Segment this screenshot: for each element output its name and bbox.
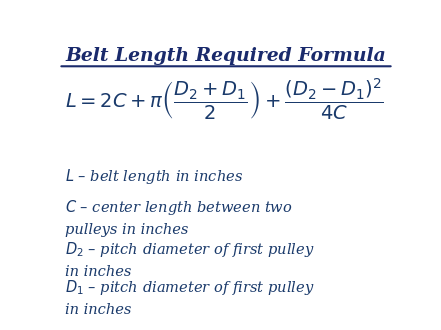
Text: $\mathit{L} = 2\mathit{C} + \pi\left(\dfrac{\mathit{D}_2 + \mathit{D}_1}{2}\righ: $\mathit{L} = 2\mathit{C} + \pi\left(\df… [65, 77, 384, 122]
Text: $\mathit{D}_1$ – pitch diameter of first pulley
in inches: $\mathit{D}_1$ – pitch diameter of first… [65, 279, 315, 317]
Text: $\mathit{L}$ – belt length in inches: $\mathit{L}$ – belt length in inches [65, 167, 243, 186]
Text: $\mathit{C}$ – center length between two
pulleys in inches: $\mathit{C}$ – center length between two… [65, 198, 293, 237]
Text: $\mathit{D}_2$ – pitch diameter of first pulley
in inches: $\mathit{D}_2$ – pitch diameter of first… [65, 240, 315, 279]
Text: Belt Length Required Formula: Belt Length Required Formula [66, 47, 386, 65]
